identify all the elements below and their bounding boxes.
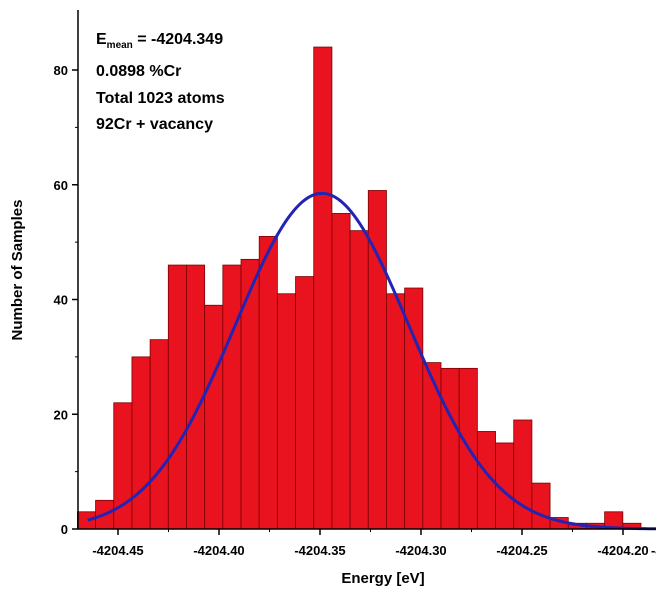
histogram-bar bbox=[513, 419, 533, 530]
histogram-bar bbox=[386, 293, 406, 530]
x-tick-label: -4204.35 bbox=[294, 543, 345, 558]
annotation-concentration: 0.0898 %Cr bbox=[96, 63, 181, 80]
y-tick-label: 0 bbox=[61, 522, 68, 537]
x-tick-label: -4204.40 bbox=[193, 543, 244, 558]
x-tick-label: -4204.30 bbox=[395, 543, 446, 558]
histogram-bar bbox=[422, 362, 442, 530]
histogram-bar bbox=[240, 258, 260, 530]
x-tick-label: -4204.20 bbox=[597, 543, 648, 558]
annotation-mean-value: = -4204.349 bbox=[133, 31, 223, 48]
annotation-system: 92Cr + vacancy bbox=[96, 116, 213, 133]
annotation-mean-subscript: mean bbox=[107, 40, 133, 51]
y-axis-title: Number of Samples bbox=[9, 200, 26, 341]
x-axis-title: Energy [eV] bbox=[341, 570, 424, 587]
annotation-block: Emean = -4204.349 0.0898 %Cr Total 1023 … bbox=[96, 31, 225, 133]
histogram-bar bbox=[313, 46, 333, 530]
histogram-bar bbox=[167, 264, 187, 530]
histogram-bar bbox=[77, 511, 96, 530]
gaussian-fit-curve bbox=[87, 191, 656, 531]
y-tick-label: 20 bbox=[54, 407, 68, 422]
x-tick-label: -4 bbox=[651, 543, 656, 558]
y-tick-label: 40 bbox=[54, 293, 68, 308]
histogram-bar bbox=[149, 339, 169, 530]
histogram-bar bbox=[440, 367, 460, 530]
y-tick-label: 80 bbox=[54, 63, 68, 78]
y-axis-ticks: 0 20 40 60 80 bbox=[54, 63, 78, 537]
histogram-bar bbox=[295, 276, 315, 530]
histogram-bar bbox=[204, 304, 224, 530]
histogram-bar bbox=[222, 264, 242, 530]
annotation-mean-energy: Emean = -4204.349 bbox=[96, 31, 223, 51]
x-tick-label: -4204.45 bbox=[92, 543, 143, 558]
histogram-bar bbox=[131, 356, 151, 530]
histogram-bar bbox=[349, 230, 369, 530]
y-tick-label: 60 bbox=[54, 178, 68, 193]
histogram-bar bbox=[276, 293, 296, 530]
histogram-bar bbox=[331, 213, 351, 530]
x-tick-label: -4204.25 bbox=[496, 543, 547, 558]
annotation-total-atoms: Total 1023 atoms bbox=[96, 90, 225, 107]
histogram-bar bbox=[258, 235, 278, 530]
x-axis-ticks: -4204.45 -4204.40 -4204.35 -4204.30 -4204.25… bbox=[92, 529, 656, 558]
histogram-bar bbox=[531, 482, 551, 530]
annotation-mean-symbol: E bbox=[96, 31, 107, 48]
